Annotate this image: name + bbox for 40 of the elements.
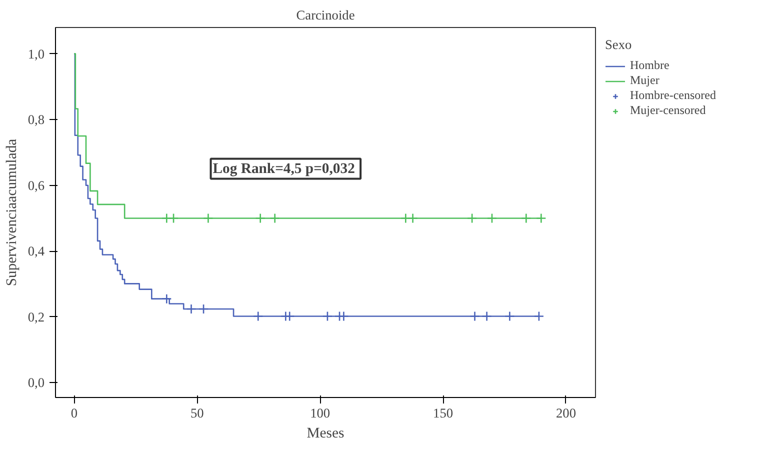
- x-tick-label: 200: [556, 406, 576, 420]
- legend-label: Mujer-censored: [630, 103, 706, 118]
- annotation: Log Rank=4,5 p=0,032: [212, 160, 355, 177]
- legend-label: Hombre: [630, 58, 670, 73]
- y-tick-label: 0,4: [28, 244, 45, 259]
- point: [534, 311, 544, 322]
- x-tick-label: 100: [310, 406, 330, 420]
- chart-title: Carcinoide: [296, 8, 355, 22]
- y-tick-label: 0,6: [28, 178, 45, 193]
- point: [198, 304, 209, 314]
- x-tick-label: 0: [70, 406, 78, 420]
- point: [408, 213, 418, 224]
- point: [504, 311, 515, 322]
- y-tick-label: 0,0: [28, 375, 45, 390]
- y-axis-title: Supervivenciaacumulada: [4, 138, 20, 286]
- point: [482, 311, 492, 322]
- point: [162, 213, 172, 224]
- y-tick-label: 0,2: [28, 309, 45, 324]
- legend-title: Sexo: [605, 37, 633, 53]
- point: [162, 294, 172, 304]
- point: [521, 213, 532, 224]
- point: [470, 311, 480, 322]
- point: [466, 213, 478, 224]
- legend-label: Hombre-censored: [630, 88, 716, 103]
- x-tick-label: 150: [433, 406, 454, 420]
- y-tick-label: 1,0: [28, 46, 45, 62]
- point: [252, 311, 264, 322]
- y-tick-label: 0,8: [28, 112, 45, 128]
- x-axis-title: Meses: [306, 426, 345, 442]
- point: [168, 213, 179, 224]
- point: [536, 213, 546, 224]
- legend-label: Mujer: [630, 73, 660, 88]
- point: [270, 213, 280, 224]
- x-tick-label: 50: [190, 406, 204, 420]
- point: [203, 213, 214, 224]
- point: [486, 213, 498, 224]
- point: [186, 304, 196, 314]
- point: [400, 213, 411, 224]
- point: [322, 311, 333, 322]
- point: [255, 213, 266, 224]
